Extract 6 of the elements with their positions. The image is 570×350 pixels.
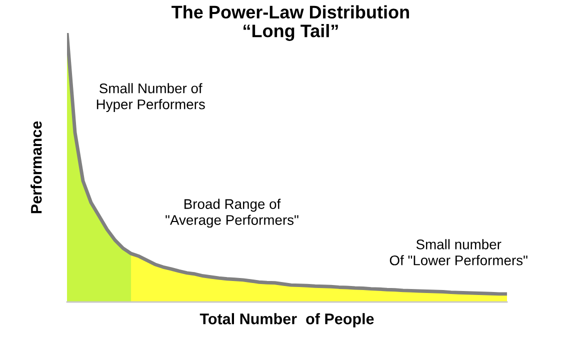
- annotation: Small Number of Hyper Performers: [96, 83, 205, 112]
- annotation: Small number Of "Lower Performers": [390, 239, 528, 266]
- x-axis-title: Total Number of People: [200, 313, 374, 328]
- y-axis-title: Performance: [30, 121, 42, 214]
- annotation: Broad Range of "Average Performers": [166, 198, 298, 228]
- chart-title: The Power-Law Distribution “Long Tail”: [172, 5, 409, 41]
